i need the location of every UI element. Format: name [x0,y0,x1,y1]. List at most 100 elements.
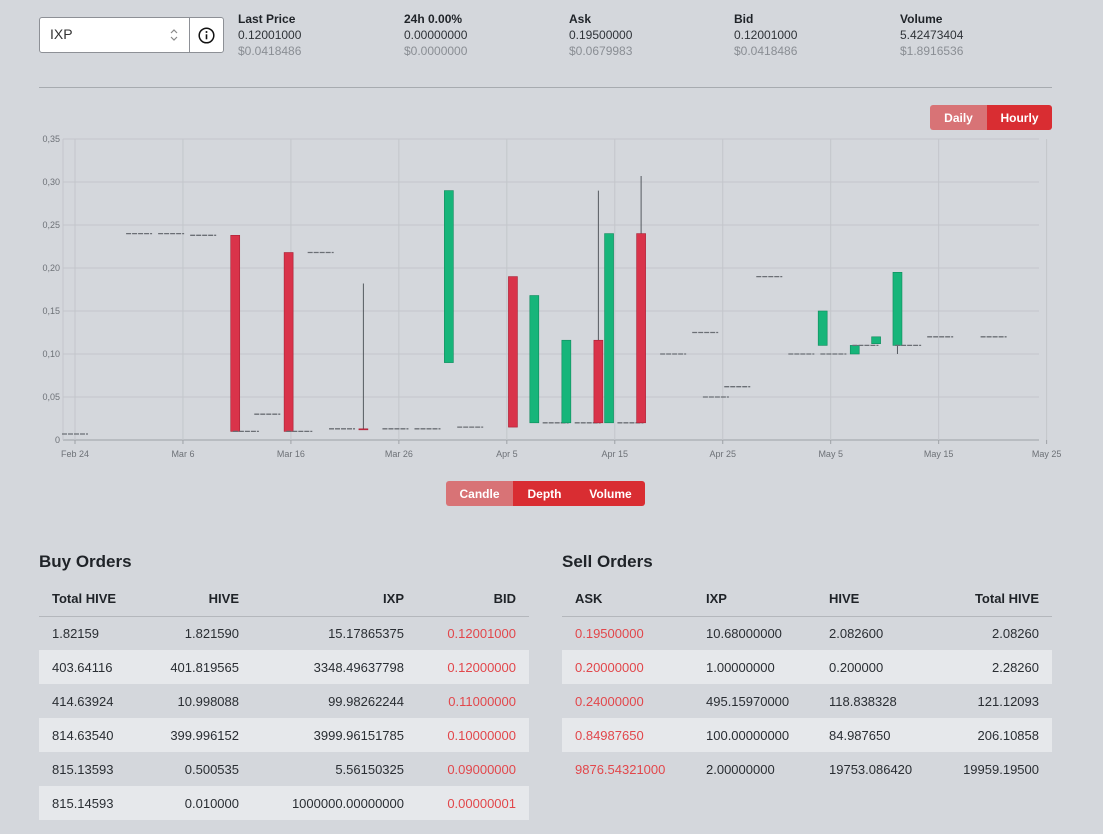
candle-up [892,272,903,346]
x-tick-label: Apr 15 [602,449,629,459]
table-cell: 0.09000000 [447,761,516,777]
x-tick-label: May 25 [1032,449,1062,459]
candle-down [593,339,604,424]
token-select-value: IXP [50,26,73,42]
stat-usd: $1.8916536 [900,44,964,58]
stat-label: Volume [900,12,943,26]
x-tick-label: Apr 5 [496,449,518,459]
y-tick-label: 0,30 [42,177,60,187]
x-tick-label: May 5 [818,449,843,459]
table-cell: 0.84987650 [562,718,693,752]
column-header: IXP [693,582,816,617]
interval-toggle: Daily Hourly [930,105,1052,130]
table-cell: 399.996152 [137,718,252,752]
depth-button[interactable]: Depth [513,481,576,506]
header-divider [39,87,1052,88]
table-header-row: Total HIVE HIVE IXP BID [39,582,529,617]
table-header-row: ASK IXP HIVE Total HIVE [562,582,1052,617]
candle-up [444,190,454,363]
y-tick-label: 0,35 [42,134,60,144]
table-cell: 0.500535 [184,761,239,777]
volume-button[interactable]: Volume [576,481,645,506]
y-tick-label: 0 [55,435,60,445]
column-header: HIVE [816,582,936,617]
table-row[interactable]: 0.24000000 495.15970000 118.838328 121.1209… [562,684,1052,718]
table-cell: 0.12001000 [447,625,516,641]
table-row[interactable]: 0.20000000 1.00000000 0.200000 2.28260 [562,650,1052,684]
table-row[interactable]: 414.63924 10.998088 99.98262244 0.11000000 [39,684,529,718]
stat-24h: 24h 0.00% 0.00000000 $0.0000000 [404,11,467,59]
table-cell: 2.08260 [992,625,1039,641]
stat-ask: Ask 0.19500000 $0.0679983 [569,11,632,59]
stat-value: 0.12001000 [238,28,302,42]
table-row[interactable]: 9876.54321000 2.00000000 19753.086420 19959… [562,752,1052,786]
stat-usd: $0.0418486 [734,44,798,58]
table-row[interactable]: 814.63540 399.996152 3999.96151785 0.100000… [39,718,529,752]
candle-up [604,233,614,424]
sell-orders-title: Sell Orders [562,552,653,571]
token-select[interactable]: IXP [39,17,190,53]
select-arrows-icon [170,29,178,41]
column-header: Total HIVE [39,582,137,617]
table-row[interactable]: 0.84987650 100.00000000 84.987650 206.10858 [562,718,1052,752]
table-row[interactable]: 815.14593 0.010000 1000000.00000000 0.00000… [39,786,529,820]
table-row[interactable]: 1.82159 1.821590 15.17865375 0.12001000 [39,616,529,650]
table-cell: 5.56150325 [335,761,404,777]
table-cell: 1.821590 [184,625,239,641]
x-tick-label: Mar 6 [171,449,194,459]
daily-button[interactable]: Daily [930,105,987,130]
stat-usd: $0.0679983 [569,44,633,58]
chart-type-toggle: Candle Depth Volume [446,481,645,506]
table-row[interactable]: 815.13593 0.500535 5.56150325 0.09000000 [39,752,529,786]
candle-up [849,345,860,355]
stat-label: Bid [734,12,754,26]
column-header: IXP [252,582,417,617]
stat-usd: $0.0418486 [238,44,302,58]
table-cell: 0.11000000 [448,693,516,709]
candle-button[interactable]: Candle [446,481,513,506]
stat-value: 5.42473404 [900,28,964,42]
candle-up [817,310,828,346]
table-cell: 2.082600 [829,625,884,641]
table-cell: 118.838328 [829,693,897,709]
candle-down [636,233,646,424]
table-cell: 2.00000000 [706,761,775,777]
table-cell: 815.14593 [39,786,137,820]
stat-value: 0.12001000 [734,28,798,42]
stat-label: 24h 0.00% [404,12,463,26]
x-tick-label: Mar 26 [385,449,413,459]
table-cell: 0.12000000 [417,650,529,684]
table-cell: 10.998088 [177,693,239,709]
candle-down [230,235,241,432]
stat-bid: Bid 0.12001000 $0.0418486 [734,11,797,59]
buy-orders-title: Buy Orders [39,552,132,571]
table-cell: 0.200000 [816,650,936,684]
table-row[interactable]: 403.64116 401.819565 3348.49637798 0.120000… [39,650,529,684]
table-cell: 3348.49637798 [252,650,417,684]
hourly-button[interactable]: Hourly [987,105,1052,130]
table-cell: 403.64116 [39,650,137,684]
candle-down [358,428,369,431]
x-tick-label: Feb 24 [61,449,89,459]
table-cell: 10.68000000 [706,625,782,641]
candle-down [283,252,294,432]
price-chart[interactable]: 0 0,05 0,10 0,15 0,20 0,25 0,30 0,35 Feb 24 Mar 6… [0,125,1103,470]
table-row[interactable]: 0.19500000 10.68000000 2.082600 2.08260 [562,616,1052,650]
chart-grid [62,138,1048,444]
table-cell: 100.00000000 [693,718,816,752]
column-header: Total HIVE [936,582,1052,617]
table-cell: 9876.54321000 [575,761,666,777]
table-cell: 1000000.00000000 [252,786,417,820]
stat-value: 0.19500000 [569,28,633,42]
table-cell: 0.24000000 [575,693,644,709]
table-cell: 0.010000 [137,786,252,820]
info-button[interactable] [189,17,224,53]
chart-axes: 0 0,05 0,10 0,15 0,20 0,25 0,30 0,35 Feb 24 Mar 6… [42,134,1061,459]
table-cell: 0.19500000 [575,625,644,641]
table-cell: 99.98262244 [328,693,404,709]
x-tick-label: May 15 [924,449,954,459]
stat-label: Ask [569,12,592,26]
chart-candles [62,175,1007,435]
table-cell: 0.20000000 [562,650,693,684]
sell-orders-table: ASK IXP HIVE Total HIVE 0.19500000 10.680… [562,582,1052,786]
